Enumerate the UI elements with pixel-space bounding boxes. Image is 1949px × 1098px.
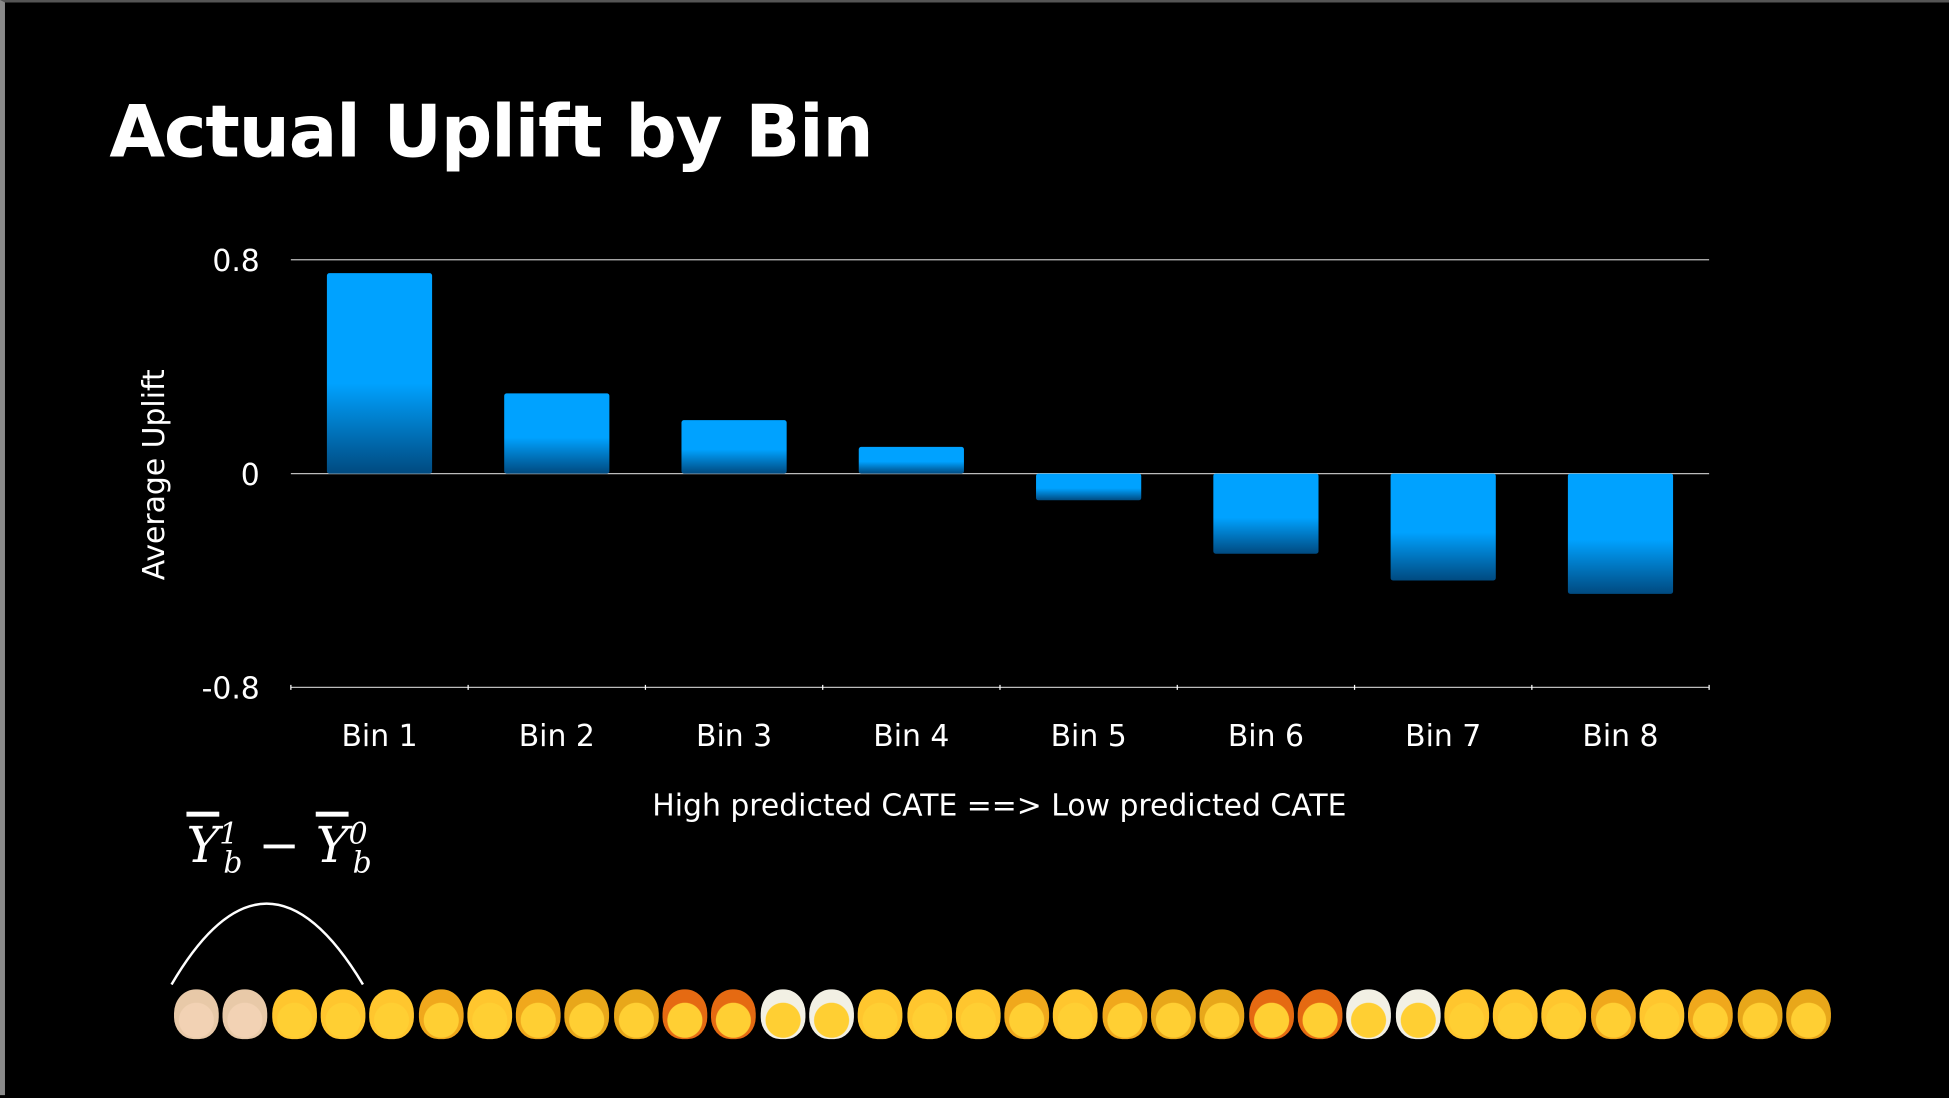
woman-office-emoji-icon — [1102, 989, 1147, 1040]
man-white-emoji-icon — [1346, 989, 1392, 1040]
woman-curly-emoji-icon — [1786, 989, 1831, 1040]
woman-curly-emoji-icon — [1199, 989, 1245, 1040]
y-tick-label: -0.8 — [202, 672, 260, 707]
woman-bald-emoji-icon — [1492, 989, 1538, 1040]
man-office-emoji-icon — [1053, 989, 1099, 1040]
man-red-emoji-icon — [1248, 989, 1294, 1040]
woman-emoji-icon — [418, 989, 464, 1040]
bar-bin-3 — [681, 420, 787, 474]
formula-base-0: Y — [315, 817, 349, 875]
bar-bin-8 — [1567, 473, 1674, 594]
woman-emoji-icon — [1004, 989, 1050, 1040]
woman-red-emoji-icon — [1297, 989, 1343, 1040]
x-tick-label: Bin 3 — [696, 719, 772, 754]
man-emoji-icon — [1541, 989, 1587, 1040]
man-office-emoji-icon — [467, 989, 512, 1040]
grin-emoji-icon — [320, 989, 366, 1040]
woman-emoji-icon — [1590, 989, 1636, 1040]
man-white-emoji-icon — [760, 989, 805, 1040]
bar-bin-2 — [504, 393, 610, 474]
man-bald-emoji-icon — [857, 989, 903, 1040]
woman-white-emoji-icon — [1395, 989, 1441, 1040]
man-red-emoji-icon — [662, 989, 708, 1040]
formula-sub-1: b — [223, 845, 243, 881]
bin-arc — [170, 902, 365, 986]
smiley-emoji-icon — [271, 989, 317, 1040]
woman-curly-emoji-icon — [613, 989, 659, 1040]
bar-bin-4 — [858, 446, 964, 474]
bar-chart: 0.8 0 -0.8 Bin 1 Bin 2 Bin 3 Bin 4 Bin 5 Bin 6 Bi… — [137, 244, 1710, 823]
boy-emoji-icon — [174, 989, 219, 1040]
man-office-emoji-icon — [1639, 989, 1685, 1040]
man-curly-emoji-icon — [564, 989, 610, 1040]
x-tick-label: Bin 2 — [519, 719, 595, 754]
x-tick-label: Bin 7 — [1405, 719, 1481, 754]
bar-bin-5 — [1036, 473, 1142, 501]
x-tick-label: Bin 5 — [1051, 719, 1127, 754]
formula-op: − — [258, 817, 300, 875]
y-axis-label: Average Uplift — [137, 369, 172, 580]
x-tick-label: Bin 4 — [873, 719, 949, 754]
x-tick-label: Bin 8 — [1582, 719, 1658, 754]
woman-office-emoji-icon — [1688, 989, 1734, 1040]
man-curly-emoji-icon — [1737, 989, 1782, 1040]
woman-office-emoji-icon — [515, 989, 561, 1040]
page-title: Actual Uplift by Bin — [109, 89, 873, 175]
x-tick-label: Bin 6 — [1228, 719, 1304, 754]
man-emoji-icon — [369, 989, 415, 1040]
formula-sup-0: 0 — [348, 816, 368, 852]
man-bald-emoji-icon — [1444, 989, 1489, 1040]
bar-bin-7 — [1390, 473, 1496, 581]
woman-bald-emoji-icon — [906, 989, 952, 1040]
man-curly-emoji-icon — [1151, 989, 1196, 1040]
formula-base-1: Y — [186, 817, 220, 875]
bar-bin-6 — [1213, 473, 1319, 554]
formula-sub-0: b — [352, 845, 372, 881]
man-emoji-icon — [955, 989, 1001, 1040]
boy-emoji-icon — [222, 989, 268, 1040]
woman-red-emoji-icon — [711, 989, 757, 1040]
x-axis-label: High predicted CATE ==> Low predicted CA… — [652, 788, 1346, 823]
y-tick-label: 0.8 — [212, 244, 259, 279]
y-tick-label: 0 — [241, 458, 260, 493]
uplift-formula: Y1b − Y0b — [186, 817, 371, 881]
woman-white-emoji-icon — [809, 989, 854, 1040]
bar-bin-1 — [326, 273, 433, 474]
formula-sup-1: 1 — [219, 816, 239, 852]
x-tick-label: Bin 1 — [341, 719, 417, 754]
arc-line — [170, 902, 365, 986]
